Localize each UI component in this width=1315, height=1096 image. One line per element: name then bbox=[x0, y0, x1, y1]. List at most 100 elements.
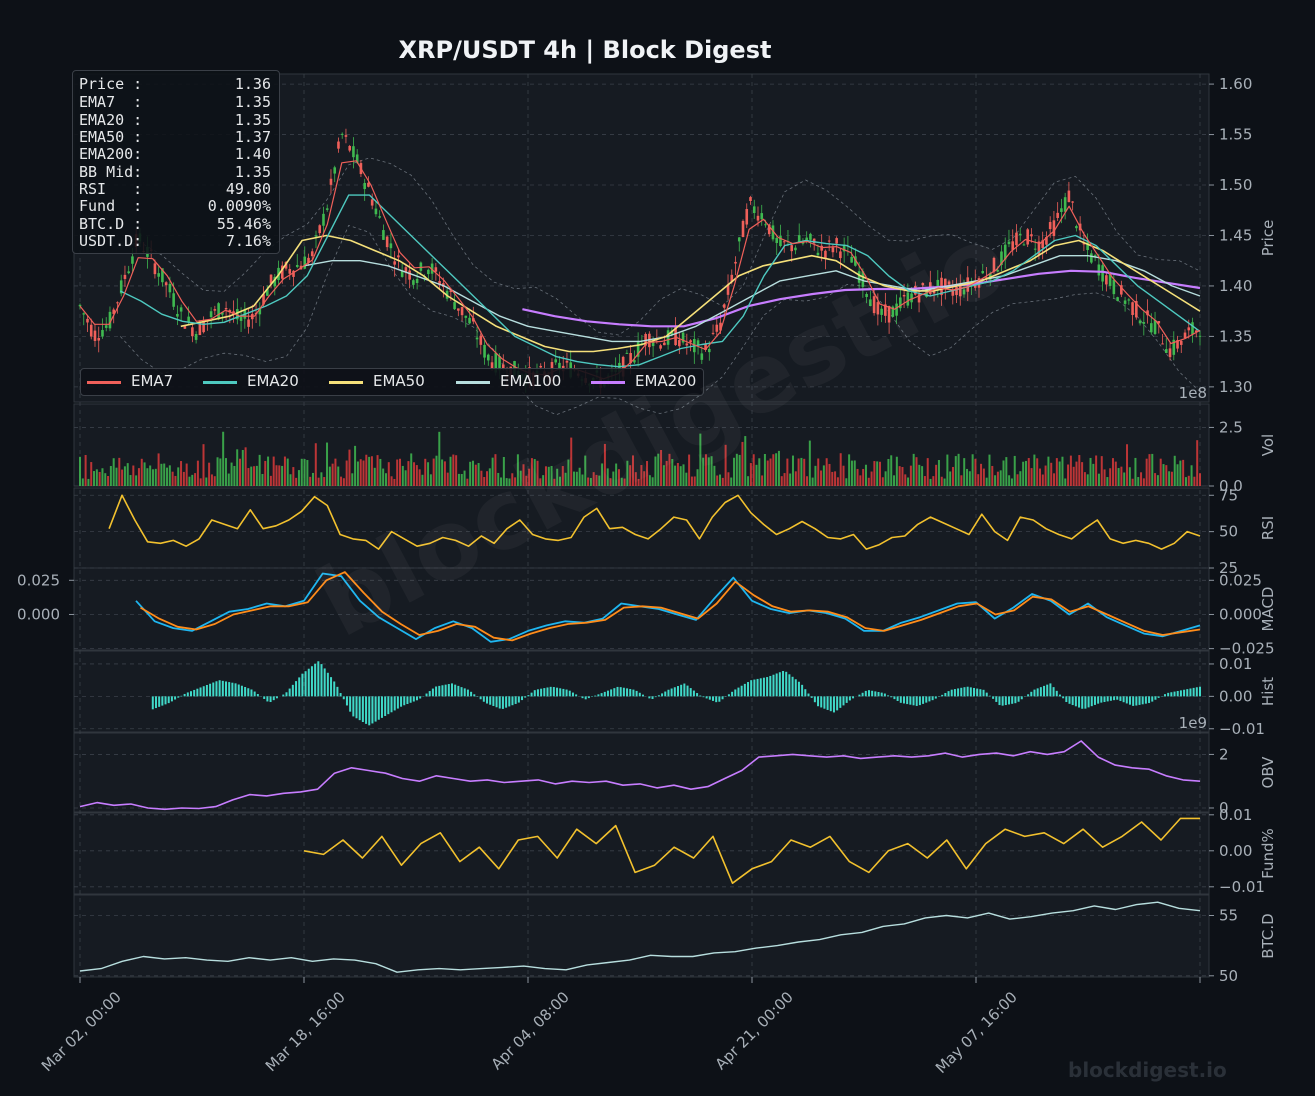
volume-bar bbox=[727, 472, 730, 486]
volume-bar bbox=[516, 454, 519, 486]
candle-body bbox=[472, 318, 475, 322]
volume-bar bbox=[657, 453, 660, 486]
hist-bar bbox=[829, 696, 832, 712]
hist-bar bbox=[428, 691, 431, 697]
candle-body bbox=[663, 342, 666, 346]
volume-bar bbox=[474, 464, 477, 486]
hist-bar bbox=[1027, 694, 1030, 697]
volume-bar bbox=[289, 474, 292, 486]
candle-body bbox=[501, 364, 505, 370]
volume-bar bbox=[1196, 440, 1199, 486]
volume-bar bbox=[890, 455, 893, 486]
chart-title: XRP/USDT 4h | Block Digest bbox=[398, 36, 772, 64]
volume-bar bbox=[345, 460, 348, 486]
volume-bar bbox=[915, 457, 918, 486]
volume-bar bbox=[923, 476, 926, 486]
volume-bar bbox=[1086, 474, 1089, 486]
volume-bar bbox=[494, 454, 497, 486]
volume-bar bbox=[963, 458, 966, 486]
candle-body bbox=[936, 279, 940, 291]
hist-bar bbox=[600, 693, 603, 697]
hist-bar bbox=[425, 693, 428, 697]
volume-bar bbox=[1092, 463, 1095, 486]
volume-bar bbox=[755, 464, 758, 486]
ytick-label-hist: 0.00 bbox=[1219, 687, 1252, 705]
hist-bar bbox=[772, 674, 775, 697]
candle-body bbox=[131, 256, 134, 264]
hist-bar bbox=[753, 679, 756, 697]
candle-body bbox=[176, 313, 179, 317]
volume-bar bbox=[401, 465, 404, 486]
hist-bar bbox=[874, 691, 877, 697]
candle-body bbox=[314, 235, 318, 237]
hist-bar bbox=[250, 689, 253, 697]
hist-bar bbox=[699, 695, 702, 697]
hist-bar bbox=[912, 696, 915, 706]
hist-bar bbox=[1141, 696, 1144, 705]
candle-body bbox=[108, 311, 112, 329]
hist-bar bbox=[778, 672, 781, 697]
hist-bar bbox=[848, 696, 851, 701]
hist-bar bbox=[521, 696, 524, 701]
volume-bar bbox=[407, 461, 410, 486]
candle-body bbox=[449, 290, 453, 293]
hist-bar bbox=[527, 695, 530, 697]
candle-body bbox=[337, 141, 340, 149]
panel-hist bbox=[73, 650, 1210, 733]
candle-body bbox=[790, 245, 794, 252]
volume-bar bbox=[213, 476, 216, 486]
candle-body bbox=[865, 293, 868, 298]
ema100-line bbox=[303, 254, 1201, 343]
candle-body bbox=[932, 291, 936, 294]
candle-body bbox=[943, 278, 947, 290]
volume-bar bbox=[404, 470, 407, 486]
volume-bar bbox=[303, 459, 306, 486]
hist-bar bbox=[568, 690, 571, 697]
volume-bar bbox=[107, 476, 110, 486]
ytick-label-price: 1.60 bbox=[1219, 75, 1252, 93]
hist-bar bbox=[683, 683, 686, 697]
candle-body bbox=[958, 283, 962, 297]
candle-body bbox=[1194, 330, 1198, 332]
hist-bar bbox=[384, 696, 387, 717]
volume-bar bbox=[567, 459, 570, 486]
hist-bar bbox=[635, 690, 638, 697]
volume-bar bbox=[747, 476, 750, 486]
hist-bar bbox=[463, 688, 466, 697]
volume-bar bbox=[337, 466, 340, 486]
volume-bar bbox=[177, 467, 180, 486]
ytick-label-vol: 2.5 bbox=[1219, 418, 1243, 436]
candle-body bbox=[370, 199, 374, 206]
candle-body bbox=[678, 340, 681, 347]
hist-bar bbox=[1014, 696, 1017, 704]
volume-bar bbox=[651, 477, 654, 486]
volume-bar bbox=[216, 457, 219, 486]
volume-bar bbox=[466, 478, 469, 486]
info-row: EMA200: 1.40 bbox=[79, 145, 271, 163]
candle-body bbox=[1082, 242, 1086, 245]
volume-bar bbox=[1022, 461, 1025, 486]
volume-bar bbox=[311, 472, 314, 486]
volume-bar bbox=[674, 465, 677, 486]
volume-bar bbox=[707, 457, 710, 486]
candle-body bbox=[812, 238, 816, 244]
candle-body bbox=[1135, 301, 1138, 318]
volume-bar bbox=[441, 459, 444, 486]
candle-body bbox=[1161, 343, 1164, 345]
hist-bar bbox=[231, 682, 234, 697]
volume-bar bbox=[977, 474, 980, 486]
hist-bar bbox=[632, 689, 635, 697]
volume-bar bbox=[281, 465, 284, 486]
hist-bar bbox=[925, 696, 928, 703]
volume-bar bbox=[800, 457, 803, 486]
hist-bar bbox=[186, 692, 189, 697]
volume-bar bbox=[1109, 468, 1112, 486]
volume-bar bbox=[685, 472, 688, 486]
hist-bar bbox=[1078, 696, 1081, 708]
volume-bar bbox=[654, 456, 657, 486]
volume-bar bbox=[1182, 459, 1185, 486]
candle-body bbox=[820, 245, 823, 251]
volume-bar bbox=[561, 466, 564, 486]
volume-bar bbox=[171, 471, 174, 486]
hist-bar bbox=[1071, 696, 1074, 706]
